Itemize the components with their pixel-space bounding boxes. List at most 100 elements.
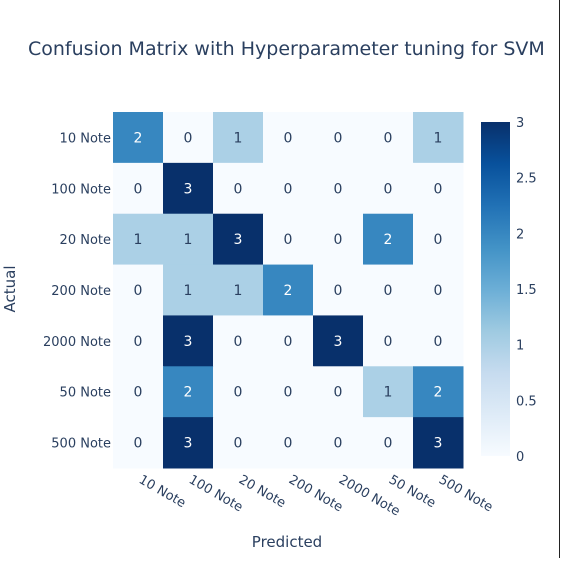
x-tick-label: 100 Note: [186, 472, 245, 515]
colorbar-tick-label: 2.5: [516, 172, 537, 187]
heatmap-cell: [413, 213, 464, 266]
cell-value-label: 3: [434, 436, 443, 452]
heatmap-cell: [413, 366, 464, 418]
colorbar-tick-label: 2: [516, 227, 524, 242]
heatmap-cell: [213, 162, 264, 215]
colorbar-tick-label: 0: [516, 450, 524, 465]
heatmap-cell: [113, 366, 164, 418]
cell-value-label: 2: [184, 385, 193, 401]
heatmap-cell: [213, 315, 264, 367]
cell-value-label: 3: [184, 436, 193, 452]
cell-value-label: 3: [184, 334, 193, 350]
cell-value-label: 3: [234, 232, 243, 248]
cell-value-label: 0: [134, 385, 143, 401]
heatmap-cell: [113, 112, 164, 164]
cell-value-label: 0: [434, 334, 443, 350]
y-tick-label: 20 Note: [60, 233, 111, 248]
heatmap-cell: [263, 264, 314, 316]
heatmap-cell-labels: 2 0 1 0 0 0 1 0 3 0 0 0 0 0 1 1 3 0 0 2 0 0 1 1 2 0 0 0 0 3 0 0 3 0 0 0 2 0 0 0…: [134, 130, 443, 451]
heatmap-cell: [163, 162, 214, 215]
x-tick-label: 10 Note: [136, 472, 188, 511]
cell-value-label: 0: [284, 334, 293, 350]
y-axis-title: Actual: [1, 266, 19, 313]
y-tick-label: 100 Note: [51, 182, 111, 197]
cell-value-label: 0: [234, 181, 243, 197]
cell-value-label: 0: [384, 334, 393, 350]
cell-value-label: 0: [334, 283, 343, 299]
cell-value-label: 0: [334, 181, 343, 197]
heatmap-cell: [113, 162, 164, 215]
x-axis-title: Predicted: [252, 533, 322, 551]
y-tick-label: 50 Note: [60, 386, 111, 401]
heatmap-cell: [413, 162, 464, 215]
x-tick-label: 500 Note: [436, 472, 495, 515]
heatmap-cell: [363, 315, 414, 367]
heatmap-cell: [363, 112, 414, 164]
heatmap-cell: [113, 264, 164, 316]
heatmap-cell: [363, 264, 414, 316]
heatmap-cell: [263, 315, 314, 367]
heatmap-cell: [413, 112, 464, 164]
heatmap-cell: [413, 417, 464, 469]
cell-value-label: 0: [234, 436, 243, 452]
cell-value-label: 0: [134, 181, 143, 197]
cell-value-label: 2: [284, 283, 293, 299]
heatmap-cell: [313, 162, 364, 215]
heatmap-cell: [263, 417, 314, 469]
cell-value-label: 2: [134, 130, 143, 146]
heatmap-cell: [313, 264, 364, 316]
heatmap-cell: [363, 366, 414, 418]
x-tick-label: 20 Note: [236, 472, 288, 511]
cell-value-label: 0: [334, 436, 343, 452]
cell-value-label: 1: [134, 232, 143, 248]
cell-value-label: 0: [234, 385, 243, 401]
heatmap-cell: [413, 315, 464, 367]
colorbar-ticks: 0 0.5 1 1.5 2 2.5 3: [516, 116, 537, 465]
cell-value-label: 0: [284, 181, 293, 197]
heatmap-cell: [163, 213, 214, 266]
colorbar-tick-label: 0.5: [516, 394, 537, 409]
cell-value-label: 0: [384, 181, 393, 197]
heatmap-cell: [163, 417, 214, 469]
heatmap-cell: [113, 213, 164, 266]
heatmap-cell: [213, 264, 264, 316]
cell-value-label: 1: [434, 130, 443, 146]
heatmap-cell: [413, 264, 464, 316]
cell-value-label: 0: [434, 283, 443, 299]
x-tick-label: 200 Note: [286, 472, 345, 515]
heatmap-cell: [213, 417, 264, 469]
cell-value-label: 1: [234, 130, 243, 146]
cell-value-label: 0: [334, 130, 343, 146]
cell-value-label: 0: [334, 385, 343, 401]
cell-value-label: 3: [184, 181, 193, 197]
y-axis-ticks: 10 Note 100 Note 20 Note 200 Note 2000 Note 5…: [43, 131, 111, 451]
heatmap-cell: [313, 213, 364, 266]
heatmap-cell: [363, 213, 414, 266]
heatmap-cell: [263, 112, 314, 164]
heatmap-cell: [163, 366, 214, 418]
heatmap-cell: [363, 162, 414, 215]
heatmap-cell: [313, 315, 364, 367]
heatmap-cell: [313, 417, 364, 469]
heatmap-cell: [213, 112, 264, 164]
chart-title: Confusion Matrix with Hyperparameter tun…: [28, 38, 545, 60]
cell-value-label: 1: [184, 232, 193, 248]
y-tick-label: 500 Note: [51, 437, 111, 452]
heatmap-cell: [113, 417, 164, 469]
cell-value-label: 0: [384, 283, 393, 299]
cell-value-label: 0: [284, 130, 293, 146]
colorbar-tick-label: 1.5: [516, 283, 537, 298]
cell-value-label: 0: [284, 232, 293, 248]
y-tick-label: 10 Note: [60, 131, 111, 146]
cell-value-label: 2: [434, 385, 443, 401]
cell-value-label: 1: [384, 385, 393, 401]
colorbar: [481, 122, 510, 456]
cell-value-label: 0: [184, 130, 193, 146]
y-tick-label: 200 Note: [51, 284, 111, 299]
heatmap-cell: [163, 112, 214, 164]
heatmap-cell: [213, 213, 264, 266]
cell-value-label: 0: [284, 385, 293, 401]
heatmap-cell: [113, 315, 164, 367]
cell-value-label: 0: [134, 436, 143, 452]
